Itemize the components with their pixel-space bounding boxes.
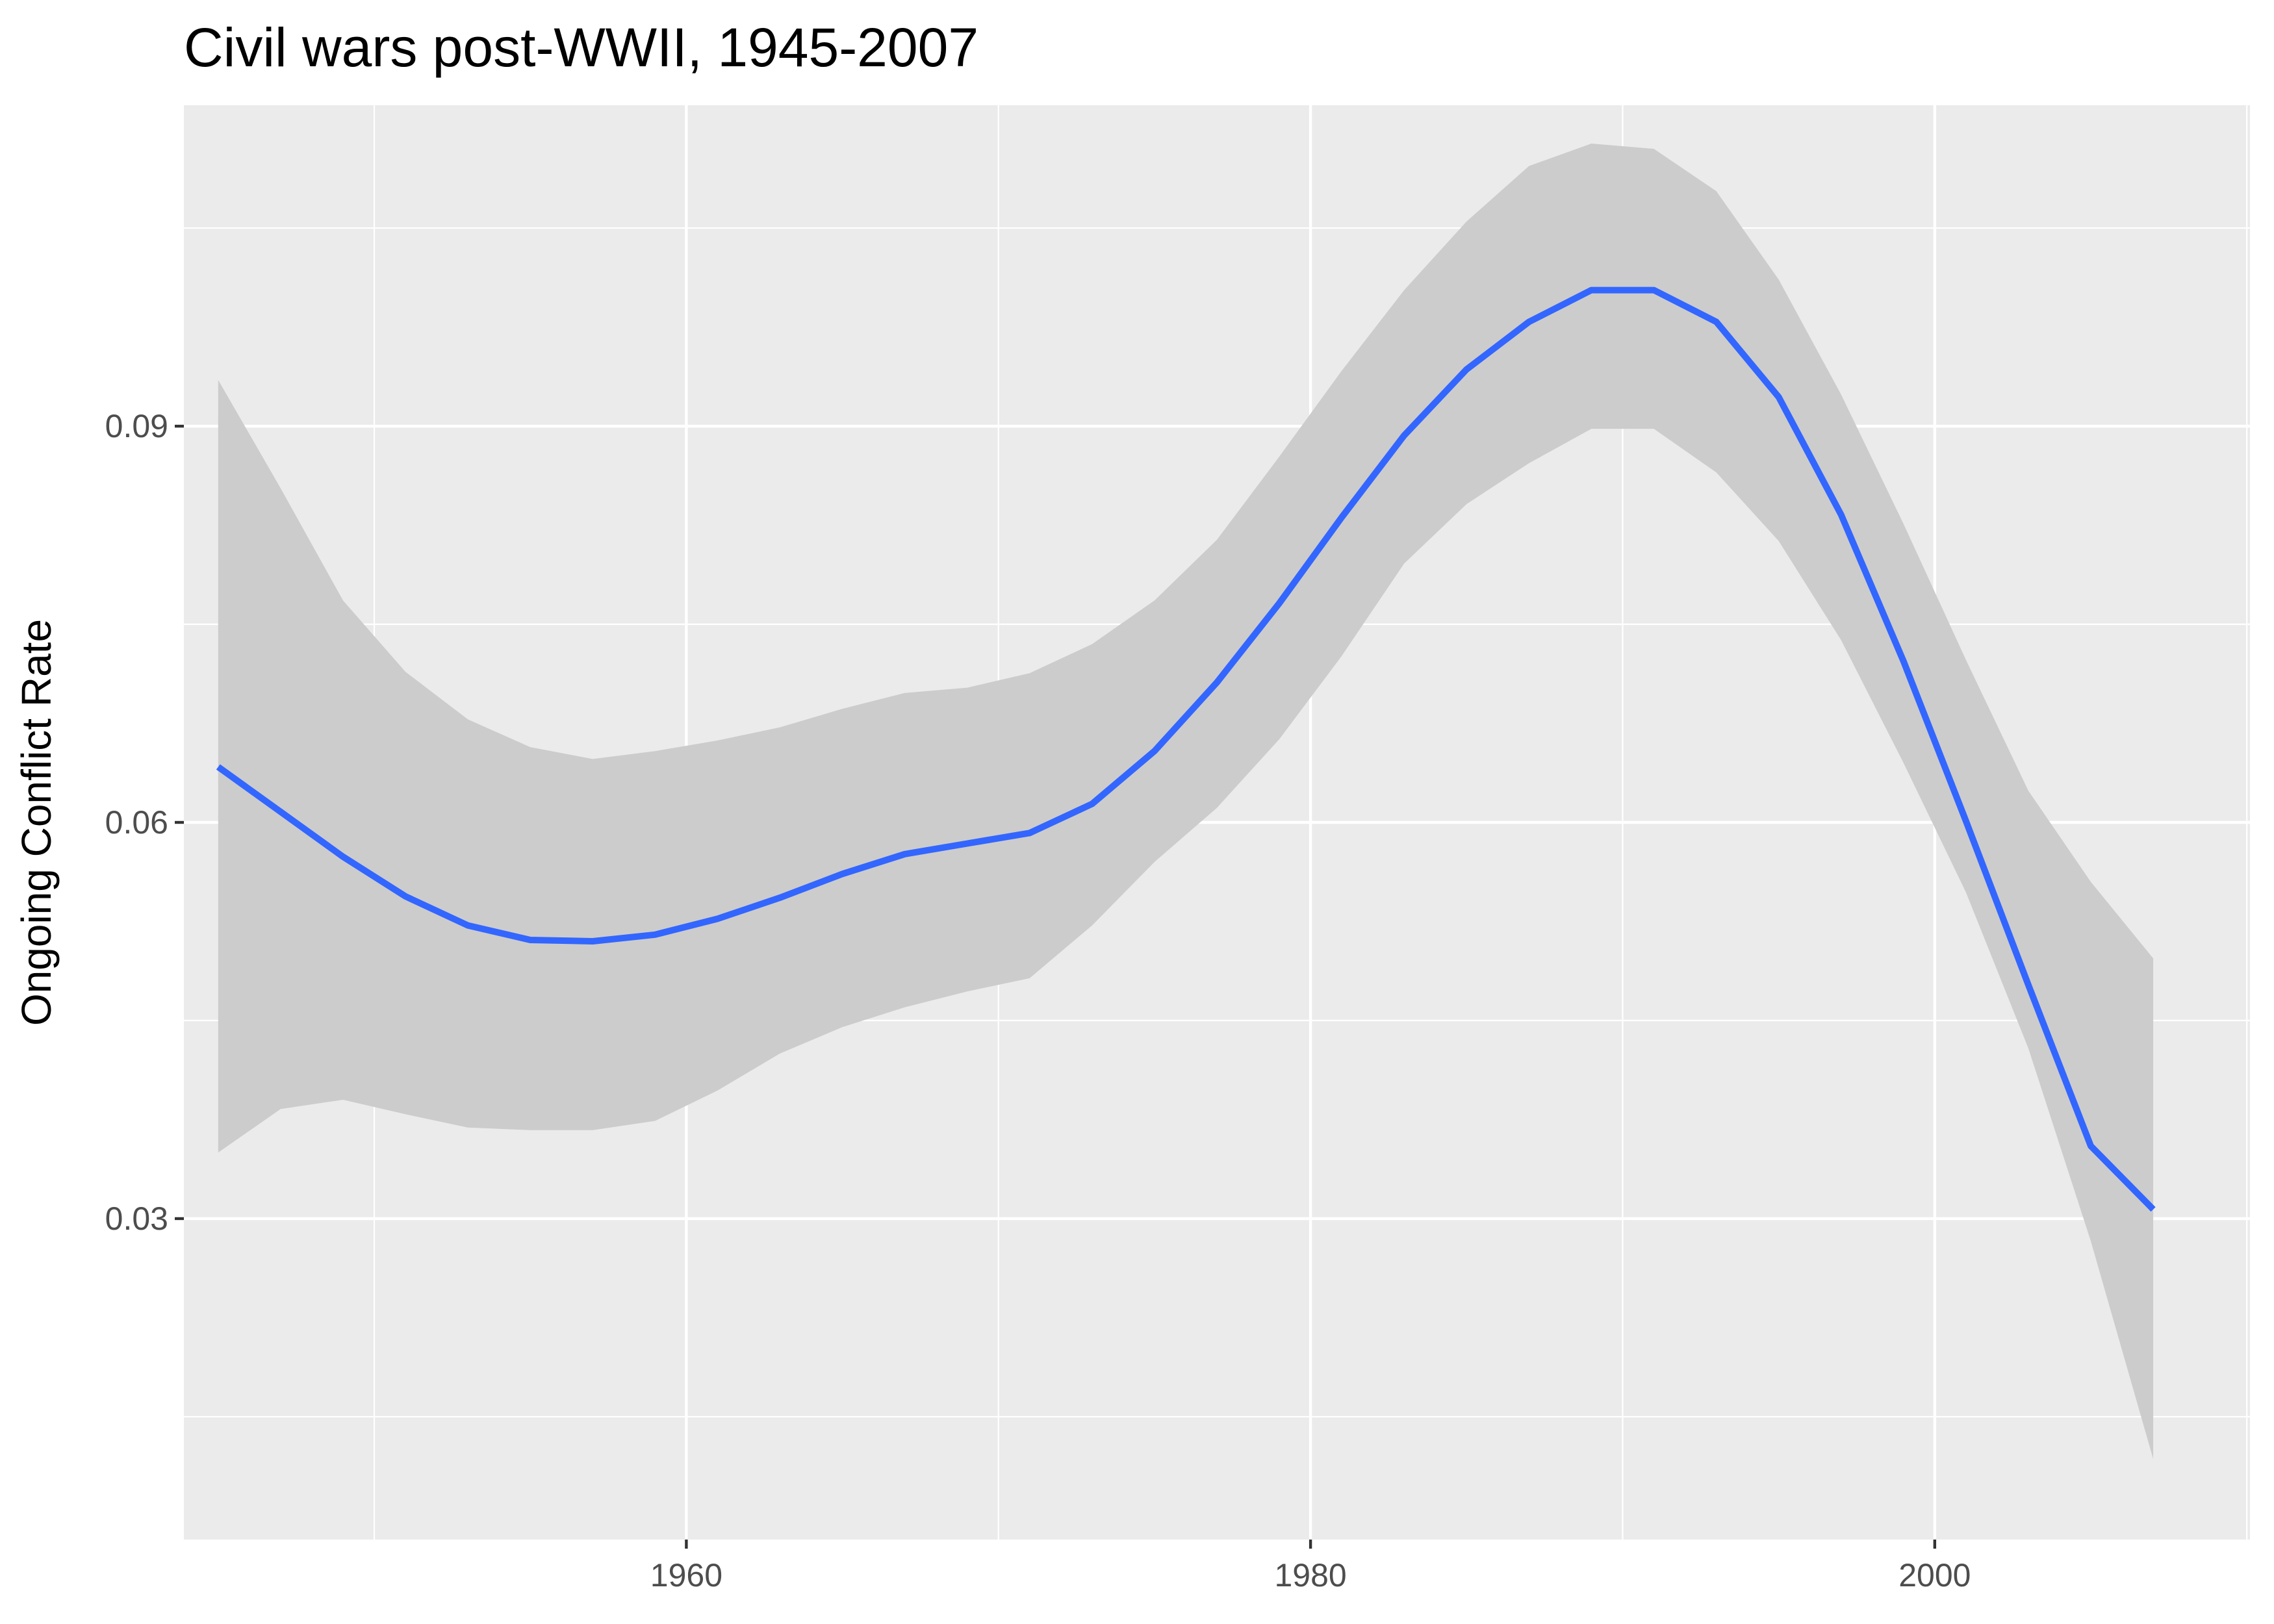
- x-tick-label: 2000: [1898, 1557, 1971, 1593]
- x-tick-label: 1960: [650, 1557, 722, 1593]
- chart-title: Civil wars post-WWII, 1945-2007: [184, 17, 978, 78]
- smooth-line-group: [216, 286, 2156, 1212]
- y-tick-label: 0.09: [105, 408, 168, 444]
- x-tick-label: 1980: [1274, 1557, 1346, 1593]
- y-axis-title: Ongoing Conflict Rate: [13, 619, 60, 1026]
- y-axis: 0.03 0.06 0.09: [105, 408, 184, 1237]
- confidence-band-group: [218, 144, 2154, 1459]
- y-tick-label: 0.03: [105, 1200, 168, 1237]
- y-tick-label: 0.06: [105, 804, 168, 841]
- confidence-band: [218, 144, 2154, 1459]
- x-axis: 1960 1980 2000: [650, 1540, 1971, 1593]
- smooth-line: [216, 286, 2156, 1212]
